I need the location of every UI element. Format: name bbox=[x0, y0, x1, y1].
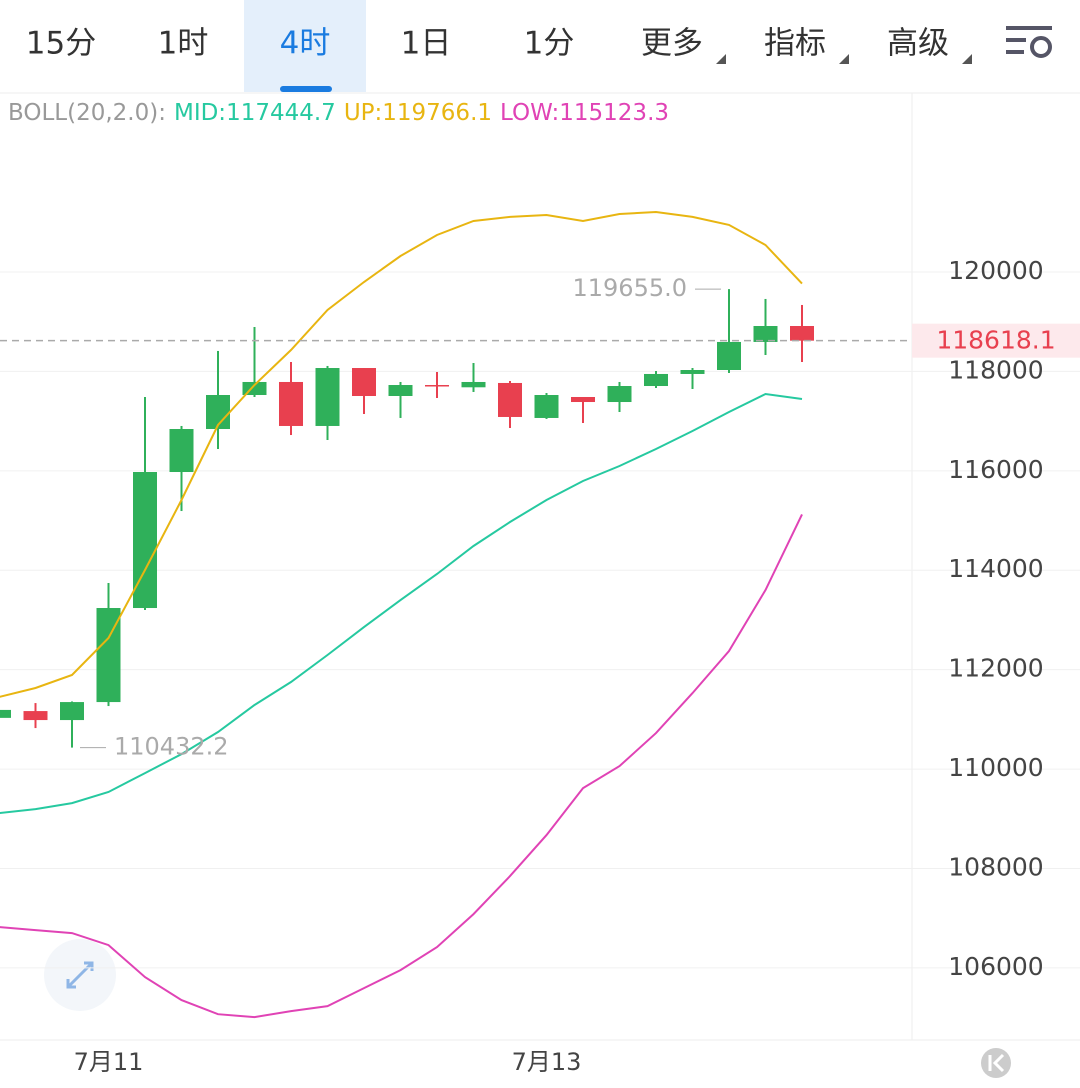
y-tick-label: 114000 bbox=[948, 554, 1043, 583]
dropdown-arrow bbox=[839, 54, 849, 64]
candle-body bbox=[498, 382, 522, 417]
legend-name: MID: bbox=[174, 100, 226, 126]
y-tick-label: 118000 bbox=[948, 355, 1043, 384]
dropdown-arrow bbox=[962, 54, 972, 64]
boll-line bbox=[0, 392, 803, 814]
y-tick-label: 116000 bbox=[948, 455, 1043, 484]
tab[interactable]: 1分 bbox=[524, 26, 575, 62]
indicator-label: BOLL(20,2.0): bbox=[8, 100, 166, 126]
candle-body bbox=[571, 396, 595, 403]
settings-icon[interactable] bbox=[1006, 26, 1052, 58]
annotation-label: 110432.2 bbox=[114, 733, 229, 761]
x-tick-label: 7月11 bbox=[74, 1048, 144, 1076]
candle-body bbox=[534, 395, 559, 418]
legend-value: 117444.7 bbox=[226, 100, 336, 126]
scroll-end-icon bbox=[988, 1053, 1005, 1073]
candle-body bbox=[717, 341, 741, 370]
y-tick-label: 110000 bbox=[948, 753, 1043, 782]
boll-line bbox=[0, 210, 803, 698]
tab[interactable]: 1时 bbox=[158, 26, 209, 62]
tab[interactable]: 4时 bbox=[280, 26, 331, 62]
candle-body bbox=[607, 386, 632, 403]
candle-body bbox=[169, 429, 194, 473]
dropdown-arrow bbox=[716, 54, 726, 64]
candle-body bbox=[23, 711, 48, 721]
active-tab-indicator bbox=[280, 86, 332, 92]
legend: BOLL(20,2.0): MID:117444.7 UP:119766.1 LOW:… bbox=[8, 100, 669, 126]
candle-body bbox=[680, 369, 705, 374]
legend-value: 119766.1 bbox=[382, 100, 492, 126]
candle-body bbox=[753, 326, 778, 342]
candle-body bbox=[352, 368, 376, 396]
candle-body bbox=[425, 385, 449, 387]
candle-body bbox=[790, 326, 814, 341]
tab[interactable]: 指标 bbox=[764, 26, 826, 62]
y-tick-label: 112000 bbox=[948, 654, 1043, 683]
annotation-label: 119655.0 bbox=[572, 274, 687, 302]
last-price-bg bbox=[912, 323, 1080, 358]
boll-line bbox=[0, 513, 803, 1019]
active-tab-bg bbox=[244, 0, 366, 92]
legend-name: LOW: bbox=[500, 100, 559, 126]
legend-name: UP: bbox=[344, 100, 382, 126]
x-tick-label: 7月13 bbox=[512, 1048, 582, 1076]
tab[interactable]: 更多 bbox=[641, 26, 703, 62]
legend-text: BOLL(20,2.0): MID:117444.7 UP:119766.1 LOW:… bbox=[8, 100, 669, 126]
candle-body bbox=[315, 368, 340, 426]
candle-body bbox=[60, 702, 84, 721]
y-tick-label: 106000 bbox=[948, 952, 1043, 981]
candle-body bbox=[644, 373, 668, 387]
last-price-label: 118618.1 bbox=[936, 326, 1055, 355]
candle-body bbox=[461, 381, 486, 388]
tab[interactable]: 高级 bbox=[887, 26, 949, 62]
candle-body bbox=[279, 381, 303, 426]
tab[interactable]: 1日 bbox=[401, 26, 452, 62]
candle-body bbox=[388, 385, 413, 396]
tab[interactable]: 15分 bbox=[26, 26, 96, 62]
y-tick-label: 120000 bbox=[948, 256, 1043, 285]
legend-value: 115123.3 bbox=[559, 100, 669, 126]
candle-body bbox=[0, 709, 11, 718]
candle-body bbox=[206, 395, 230, 430]
y-tick-label: 108000 bbox=[948, 852, 1043, 881]
